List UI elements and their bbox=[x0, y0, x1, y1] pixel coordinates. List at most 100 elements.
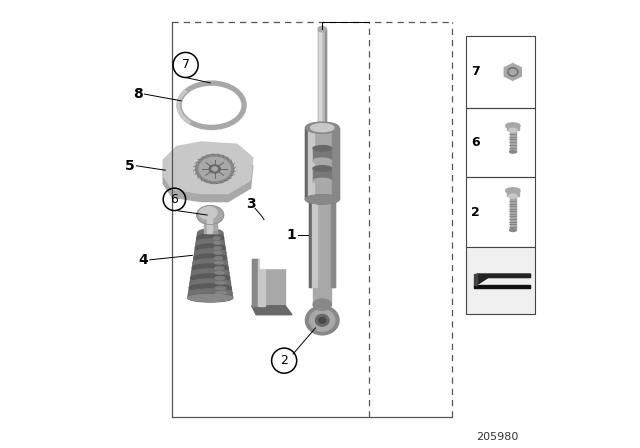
Ellipse shape bbox=[188, 294, 233, 302]
Text: 6: 6 bbox=[471, 136, 480, 149]
Ellipse shape bbox=[214, 241, 221, 244]
Bar bbox=[507, 189, 518, 196]
Polygon shape bbox=[474, 274, 477, 285]
Ellipse shape bbox=[197, 234, 223, 242]
Bar bbox=[330, 199, 335, 287]
Text: 2: 2 bbox=[471, 206, 480, 219]
Ellipse shape bbox=[313, 146, 332, 151]
Ellipse shape bbox=[191, 274, 230, 282]
Bar bbox=[509, 129, 516, 152]
Polygon shape bbox=[260, 258, 285, 268]
Ellipse shape bbox=[509, 194, 517, 198]
Polygon shape bbox=[189, 288, 232, 293]
Bar bbox=[466, 247, 535, 314]
Ellipse shape bbox=[197, 206, 224, 224]
Polygon shape bbox=[197, 233, 223, 238]
Bar bbox=[204, 215, 217, 233]
Ellipse shape bbox=[310, 310, 335, 331]
Ellipse shape bbox=[188, 294, 233, 302]
Text: 4: 4 bbox=[138, 253, 148, 267]
Text: 1: 1 bbox=[286, 228, 296, 242]
Ellipse shape bbox=[305, 306, 339, 335]
Ellipse shape bbox=[509, 151, 516, 153]
Polygon shape bbox=[196, 238, 224, 243]
Polygon shape bbox=[195, 243, 225, 248]
Polygon shape bbox=[190, 278, 230, 283]
Ellipse shape bbox=[313, 299, 332, 310]
Ellipse shape bbox=[506, 188, 520, 194]
Polygon shape bbox=[188, 293, 233, 298]
Text: 7: 7 bbox=[182, 58, 189, 72]
Ellipse shape bbox=[195, 249, 226, 257]
Ellipse shape bbox=[177, 81, 246, 129]
Ellipse shape bbox=[196, 154, 234, 184]
Bar bbox=[305, 128, 308, 199]
Bar bbox=[474, 285, 530, 289]
Bar bbox=[319, 29, 321, 130]
Ellipse shape bbox=[196, 239, 224, 247]
Ellipse shape bbox=[189, 289, 232, 297]
Ellipse shape bbox=[509, 128, 517, 132]
Bar bbox=[259, 259, 265, 306]
Bar bbox=[207, 215, 212, 233]
Bar bbox=[466, 36, 535, 108]
Text: 2: 2 bbox=[280, 354, 288, 367]
Bar bbox=[309, 199, 311, 287]
Ellipse shape bbox=[214, 246, 221, 249]
Bar bbox=[309, 199, 335, 287]
Polygon shape bbox=[193, 258, 227, 263]
Ellipse shape bbox=[310, 124, 334, 132]
Ellipse shape bbox=[193, 264, 228, 272]
Ellipse shape bbox=[214, 262, 223, 264]
Ellipse shape bbox=[313, 166, 332, 171]
Polygon shape bbox=[318, 29, 319, 130]
Bar bbox=[466, 177, 535, 247]
Ellipse shape bbox=[199, 207, 217, 219]
Ellipse shape bbox=[195, 244, 225, 252]
Text: 8: 8 bbox=[132, 87, 143, 101]
Ellipse shape bbox=[190, 279, 230, 287]
Ellipse shape bbox=[214, 237, 220, 239]
Bar bbox=[252, 259, 257, 306]
Polygon shape bbox=[252, 259, 285, 306]
Ellipse shape bbox=[215, 276, 225, 279]
Ellipse shape bbox=[199, 157, 230, 181]
Ellipse shape bbox=[193, 259, 227, 267]
Bar bbox=[313, 148, 332, 161]
Ellipse shape bbox=[316, 314, 329, 326]
Ellipse shape bbox=[509, 229, 516, 232]
Ellipse shape bbox=[319, 318, 326, 323]
Bar bbox=[308, 128, 314, 199]
Polygon shape bbox=[193, 263, 228, 268]
Ellipse shape bbox=[305, 195, 339, 204]
Ellipse shape bbox=[212, 167, 218, 171]
Polygon shape bbox=[252, 306, 292, 314]
Bar bbox=[507, 124, 518, 130]
Ellipse shape bbox=[313, 178, 332, 184]
Ellipse shape bbox=[214, 257, 223, 259]
Ellipse shape bbox=[189, 284, 231, 292]
Bar bbox=[325, 29, 326, 130]
Ellipse shape bbox=[506, 123, 520, 129]
Polygon shape bbox=[194, 253, 227, 258]
Bar bbox=[305, 128, 339, 199]
Bar bbox=[313, 168, 332, 181]
Polygon shape bbox=[477, 274, 531, 285]
Ellipse shape bbox=[216, 297, 227, 299]
Ellipse shape bbox=[214, 252, 222, 254]
Ellipse shape bbox=[318, 26, 326, 32]
Text: 3: 3 bbox=[246, 197, 256, 211]
Ellipse shape bbox=[198, 229, 223, 237]
Polygon shape bbox=[191, 268, 229, 273]
Ellipse shape bbox=[305, 195, 339, 204]
Bar bbox=[318, 29, 326, 130]
Ellipse shape bbox=[215, 271, 224, 274]
Polygon shape bbox=[189, 283, 231, 288]
Ellipse shape bbox=[305, 122, 339, 134]
Polygon shape bbox=[195, 248, 226, 253]
Ellipse shape bbox=[214, 267, 223, 269]
Text: 7: 7 bbox=[471, 65, 480, 78]
Bar bbox=[313, 282, 332, 305]
Polygon shape bbox=[163, 142, 253, 194]
Ellipse shape bbox=[216, 292, 227, 294]
